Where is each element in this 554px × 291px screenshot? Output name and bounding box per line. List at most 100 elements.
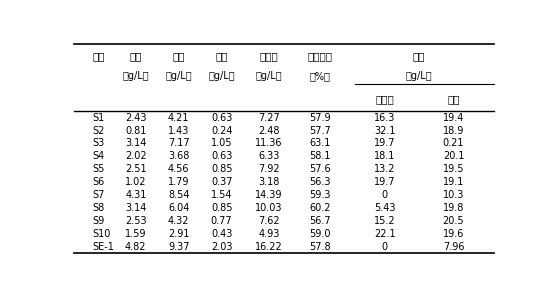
Text: 20.1: 20.1 bbox=[443, 151, 464, 162]
Text: 2.91: 2.91 bbox=[168, 229, 189, 239]
Text: S5: S5 bbox=[93, 164, 105, 174]
Text: 57.6: 57.6 bbox=[310, 164, 331, 174]
Text: 1.79: 1.79 bbox=[168, 177, 189, 187]
Text: 19.5: 19.5 bbox=[443, 164, 464, 174]
Text: 57.9: 57.9 bbox=[310, 113, 331, 123]
Text: 19.1: 19.1 bbox=[443, 177, 464, 187]
Text: 19.6: 19.6 bbox=[443, 229, 464, 239]
Text: （g/L）: （g/L） bbox=[122, 71, 149, 81]
Text: 0.85: 0.85 bbox=[211, 164, 233, 174]
Text: 丙酮: 丙酮 bbox=[130, 51, 142, 61]
Text: 0.63: 0.63 bbox=[211, 151, 232, 162]
Text: S7: S7 bbox=[93, 190, 105, 200]
Text: 5.43: 5.43 bbox=[374, 203, 396, 213]
Text: 0.77: 0.77 bbox=[211, 216, 233, 226]
Text: 19.7: 19.7 bbox=[374, 139, 396, 148]
Text: 19.7: 19.7 bbox=[374, 177, 396, 187]
Text: 丁醇比例: 丁醇比例 bbox=[308, 51, 333, 61]
Text: 2.53: 2.53 bbox=[125, 216, 147, 226]
Text: 10.03: 10.03 bbox=[255, 203, 283, 213]
Text: 15.2: 15.2 bbox=[374, 216, 396, 226]
Text: 10.3: 10.3 bbox=[443, 190, 464, 200]
Text: 0.85: 0.85 bbox=[211, 203, 233, 213]
Text: 乙醇: 乙醇 bbox=[216, 51, 228, 61]
Text: 1.54: 1.54 bbox=[211, 190, 233, 200]
Text: 4.32: 4.32 bbox=[168, 216, 189, 226]
Text: 11.36: 11.36 bbox=[255, 139, 283, 148]
Text: 8.54: 8.54 bbox=[168, 190, 189, 200]
Text: 4.21: 4.21 bbox=[168, 113, 189, 123]
Text: 9.37: 9.37 bbox=[168, 242, 189, 252]
Text: 16.3: 16.3 bbox=[374, 113, 396, 123]
Text: 56.3: 56.3 bbox=[310, 177, 331, 187]
Text: （g/L）: （g/L） bbox=[208, 71, 235, 81]
Text: （g/L）: （g/L） bbox=[406, 71, 433, 81]
Text: 7.96: 7.96 bbox=[443, 242, 464, 252]
Text: 残糖: 残糖 bbox=[413, 51, 425, 61]
Text: 3.18: 3.18 bbox=[258, 177, 280, 187]
Text: 木糖: 木糖 bbox=[447, 94, 460, 104]
Text: 4.31: 4.31 bbox=[125, 190, 146, 200]
Text: 0.37: 0.37 bbox=[211, 177, 233, 187]
Text: S9: S9 bbox=[93, 216, 105, 226]
Text: 1.43: 1.43 bbox=[168, 125, 189, 136]
Text: 2.51: 2.51 bbox=[125, 164, 147, 174]
Text: 3.14: 3.14 bbox=[125, 139, 146, 148]
Text: 0.81: 0.81 bbox=[125, 125, 146, 136]
Text: 7.92: 7.92 bbox=[258, 164, 280, 174]
Text: （g/L）: （g/L） bbox=[166, 71, 192, 81]
Text: 63.1: 63.1 bbox=[310, 139, 331, 148]
Text: 2.03: 2.03 bbox=[211, 242, 233, 252]
Text: （%）: （%） bbox=[310, 71, 331, 81]
Text: S10: S10 bbox=[93, 229, 111, 239]
Text: 58.1: 58.1 bbox=[310, 151, 331, 162]
Text: 7.62: 7.62 bbox=[258, 216, 280, 226]
Text: 丁醇: 丁醇 bbox=[172, 51, 185, 61]
Text: 18.9: 18.9 bbox=[443, 125, 464, 136]
Text: 1.02: 1.02 bbox=[125, 177, 147, 187]
Text: 菌株: 菌株 bbox=[93, 51, 105, 61]
Text: 3.14: 3.14 bbox=[125, 203, 146, 213]
Text: 0: 0 bbox=[382, 190, 388, 200]
Text: S6: S6 bbox=[93, 177, 105, 187]
Text: 0.21: 0.21 bbox=[443, 139, 464, 148]
Text: 1.59: 1.59 bbox=[125, 229, 147, 239]
Text: S1: S1 bbox=[93, 113, 105, 123]
Text: 葡萄糖: 葡萄糖 bbox=[376, 94, 394, 104]
Text: 20.5: 20.5 bbox=[443, 216, 464, 226]
Text: 32.1: 32.1 bbox=[374, 125, 396, 136]
Text: SE-1: SE-1 bbox=[93, 242, 115, 252]
Text: 4.93: 4.93 bbox=[258, 229, 280, 239]
Text: 2.02: 2.02 bbox=[125, 151, 147, 162]
Text: 56.7: 56.7 bbox=[310, 216, 331, 226]
Text: 57.7: 57.7 bbox=[310, 125, 331, 136]
Text: S4: S4 bbox=[93, 151, 105, 162]
Text: 7.17: 7.17 bbox=[168, 139, 189, 148]
Text: 0: 0 bbox=[382, 242, 388, 252]
Text: 7.27: 7.27 bbox=[258, 113, 280, 123]
Text: 0.43: 0.43 bbox=[211, 229, 232, 239]
Text: S3: S3 bbox=[93, 139, 105, 148]
Text: 16.22: 16.22 bbox=[255, 242, 283, 252]
Text: 总溶剂: 总溶剂 bbox=[259, 51, 278, 61]
Text: 19.4: 19.4 bbox=[443, 113, 464, 123]
Text: S2: S2 bbox=[93, 125, 105, 136]
Text: 18.1: 18.1 bbox=[374, 151, 396, 162]
Text: 60.2: 60.2 bbox=[310, 203, 331, 213]
Text: 2.43: 2.43 bbox=[125, 113, 147, 123]
Text: 13.2: 13.2 bbox=[374, 164, 396, 174]
Text: 3.68: 3.68 bbox=[168, 151, 189, 162]
Text: 2.48: 2.48 bbox=[258, 125, 280, 136]
Text: 59.3: 59.3 bbox=[310, 190, 331, 200]
Text: 0.63: 0.63 bbox=[211, 113, 232, 123]
Text: 6.04: 6.04 bbox=[168, 203, 189, 213]
Text: 4.82: 4.82 bbox=[125, 242, 147, 252]
Text: 14.39: 14.39 bbox=[255, 190, 283, 200]
Text: 6.33: 6.33 bbox=[258, 151, 280, 162]
Text: 22.1: 22.1 bbox=[374, 229, 396, 239]
Text: 0.24: 0.24 bbox=[211, 125, 233, 136]
Text: 4.56: 4.56 bbox=[168, 164, 189, 174]
Text: 1.05: 1.05 bbox=[211, 139, 233, 148]
Text: 59.0: 59.0 bbox=[310, 229, 331, 239]
Text: S8: S8 bbox=[93, 203, 105, 213]
